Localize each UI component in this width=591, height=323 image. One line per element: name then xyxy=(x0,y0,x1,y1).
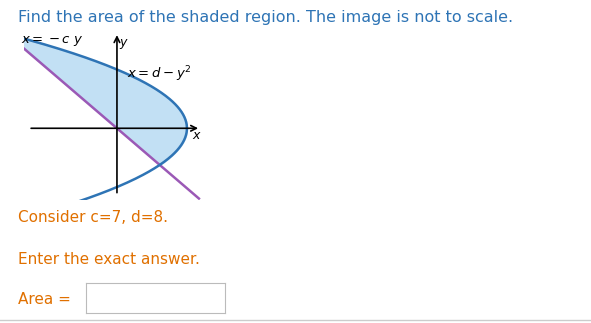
Text: $x = -c\ y$: $x = -c\ y$ xyxy=(21,34,83,48)
Text: Consider c=7, d=8.: Consider c=7, d=8. xyxy=(18,210,168,225)
Text: $x = d - y^2$: $x = d - y^2$ xyxy=(127,65,191,84)
Text: Enter the exact answer.: Enter the exact answer. xyxy=(18,252,200,267)
Text: x: x xyxy=(193,129,200,142)
Text: Find the area of the shaded region. The image is not to scale.: Find the area of the shaded region. The … xyxy=(18,10,513,25)
Text: y: y xyxy=(119,36,126,49)
Text: Area =: Area = xyxy=(18,292,70,307)
